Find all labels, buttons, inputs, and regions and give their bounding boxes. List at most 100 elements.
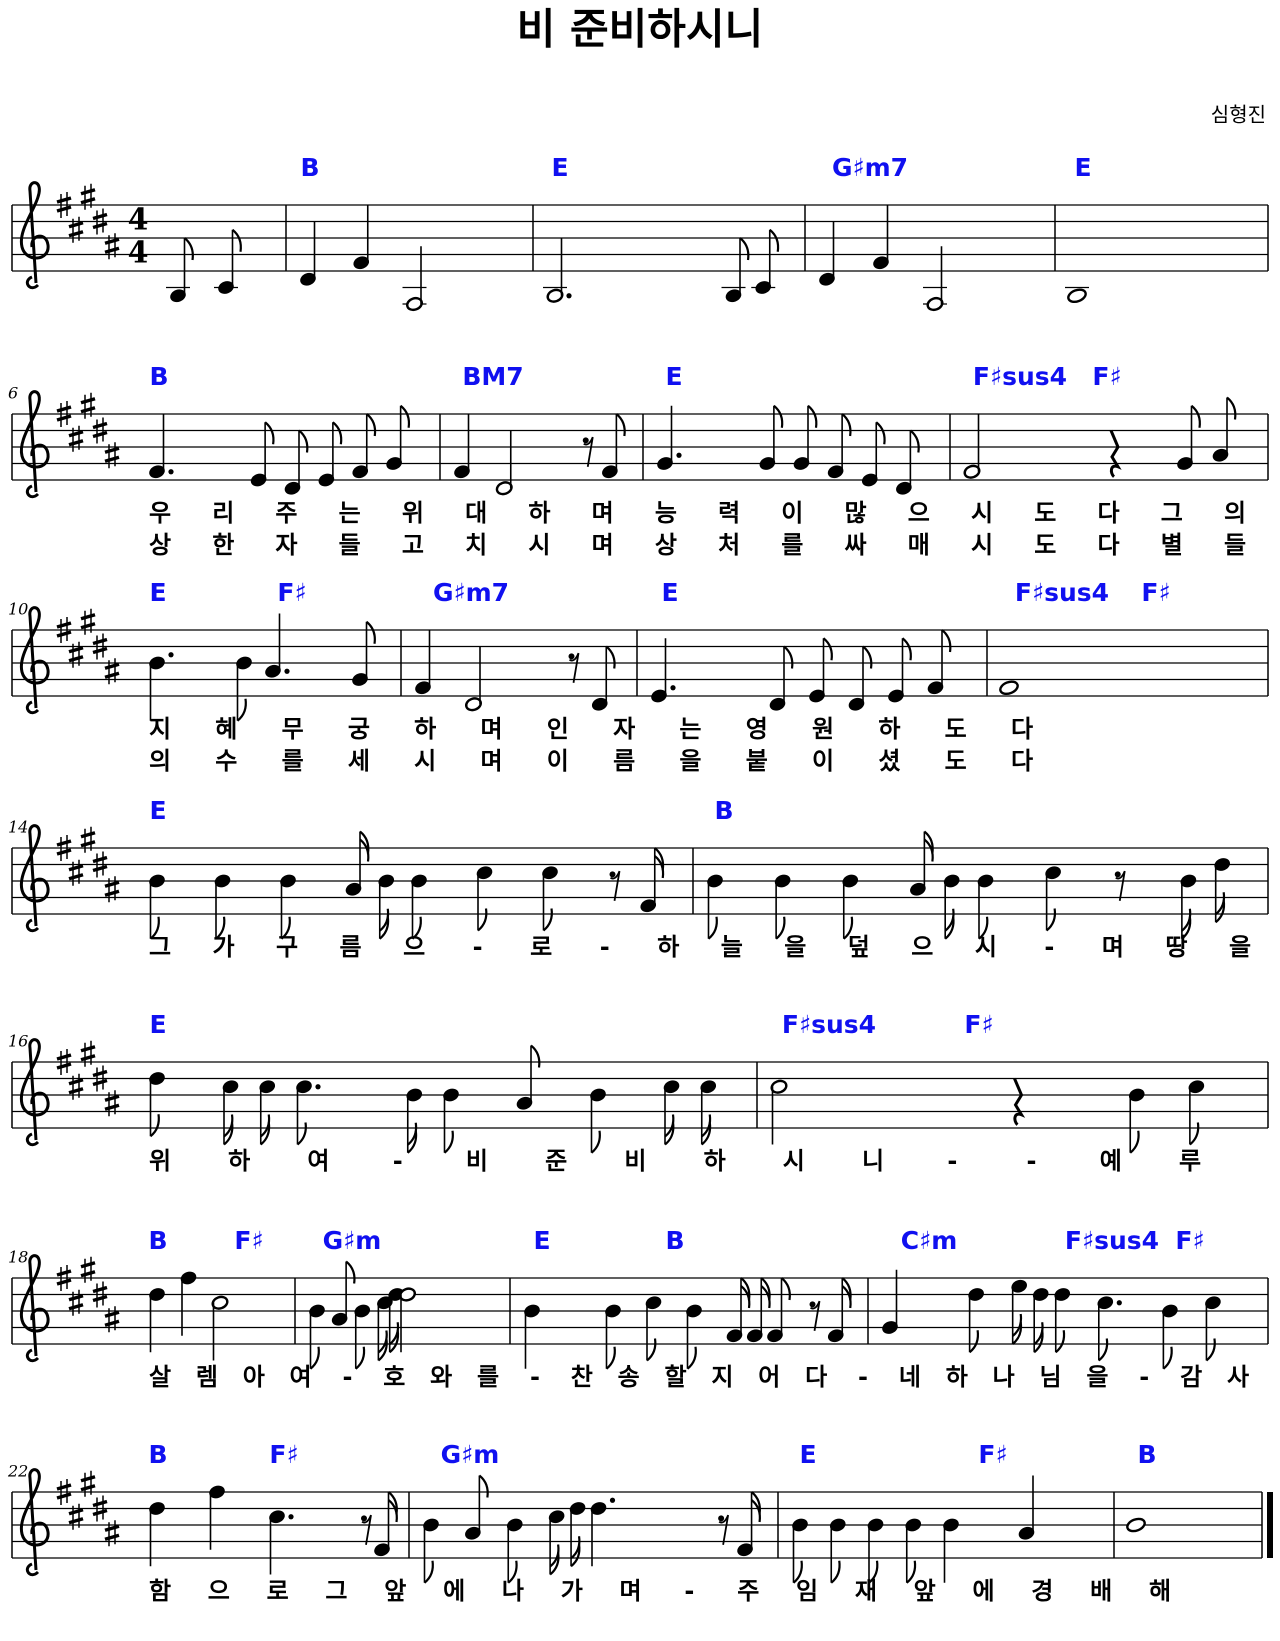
rest [361,1515,367,1522]
chord-symbol: E [149,796,166,825]
lyric-syllable: 가 [561,1577,583,1605]
rest [809,1301,816,1308]
lyric-syllable: 나 [993,1363,1015,1391]
lyric-syllable: 우 [149,499,171,527]
lyric-syllable: 루 [1179,1147,1201,1175]
lyric-syllable: 덮 [848,933,870,961]
chord-symbol: F♯sus4 [782,1010,876,1039]
lyric-syllable: 수 [215,747,237,775]
key-sharp [60,1049,68,1075]
chord-symbol: E [661,578,678,607]
key-sharp [72,641,80,668]
staff-system: 18 B F♯ G♯m E B C♯m F♯sus4 F♯ 살 렘 아 여 - 호 와 를 - 찬 송 할 지 어 다 - 네 하 나… [8,1226,1269,1391]
flag [923,838,934,862]
key-sharp [56,1269,72,1286]
key-sharp [96,633,104,660]
flag [701,1114,712,1138]
chord-symbol: B [1137,1440,1156,1469]
flag [968,1330,980,1354]
lyric-syllable: 으 [908,499,930,527]
measure-number: 16 [8,1032,28,1051]
lyric-syllable: 땅 [1165,933,1187,961]
note-dot [284,668,290,674]
flag [769,228,780,252]
key-sharp [96,1495,104,1522]
treble-clef [19,1468,50,1577]
lyric-syllable: 도 [945,747,967,775]
key-sharp [72,1073,80,1100]
lyric-syllable: 아 [243,1363,265,1391]
lyric-syllable: 리 [212,499,234,527]
lyric-syllable: 위 [402,499,424,527]
flag [783,645,794,669]
flag [149,1114,160,1138]
chord-symbol: G♯m [323,1226,382,1255]
lyric-syllable: 위 [149,1147,171,1175]
flag [750,1499,761,1523]
lyric-syllable: 름 [340,933,362,961]
flag [843,916,854,940]
lyric-syllable: - [473,933,483,961]
key-sharp [84,826,92,853]
note-dot [168,469,174,475]
lyric-syllable: 늘 [721,933,743,961]
lyric-syllable: 와 [430,1363,452,1391]
measure-number: 18 [8,1248,28,1267]
key-sharp [104,662,120,679]
key-sharp [60,617,68,643]
lyric-syllable: 는 [679,715,701,743]
flag [909,429,920,453]
chord-symbol: F♯ [277,578,306,607]
lyric-syllable: 주 [737,1577,759,1605]
lyric-syllable: 경 [1031,1577,1053,1605]
key-sharp [84,608,92,635]
treble-clef [19,824,50,933]
flag [646,1338,657,1362]
notehead [1126,1517,1146,1533]
lyric-syllable: 인 [547,715,569,743]
rest [610,870,621,901]
flag [941,629,952,653]
flag [149,916,160,940]
key-sharp [84,1256,92,1283]
flag [1214,892,1226,916]
key-sharp [96,851,104,878]
key-sharp [80,1261,96,1278]
lyric-syllable: 시 [975,933,997,961]
lyric-syllable: 의 [1224,499,1246,527]
flag [664,1114,675,1138]
key-sharp [56,839,72,856]
key-sharp [60,192,68,218]
note-dot [288,1514,294,1520]
flag [1129,1130,1140,1154]
lyric-syllable: 감 [1180,1363,1202,1391]
key-sharp [60,1265,68,1291]
chord-symbol: E [149,1010,166,1039]
flag [830,1560,841,1584]
rest [569,652,580,683]
lyric-syllable: 그 [149,933,171,961]
lyric-syllable: 원 [812,715,834,743]
lyric-syllable: 지 [149,715,171,743]
lyric-syllable: 으 [911,933,933,961]
lyric-syllable: 상 [149,531,171,559]
flag [944,908,955,932]
key-sharp [84,1470,92,1497]
composer: 심형진 [1211,103,1266,127]
flag [379,908,390,932]
flag [478,1474,489,1498]
key-sharp [92,1285,108,1303]
lyric-syllable: 다 [805,1363,827,1391]
key-sharp [60,401,68,427]
flag [760,1285,771,1309]
flag [792,1560,803,1584]
key-sharp [104,1524,120,1541]
lyric-syllable: 사 [1227,1363,1249,1391]
key-sharp [68,1078,84,1095]
key-sharp [72,1503,80,1530]
lyric-syllable: 하 [946,1363,968,1391]
chord-symbol: C♯m [901,1226,958,1255]
staff-system: 16 E F♯sus4 F♯ 위 하 여 - 비 준 비 하 시 니 - - 예 루 [8,1010,1269,1175]
flag [260,1114,271,1138]
key-sharp [96,417,104,444]
